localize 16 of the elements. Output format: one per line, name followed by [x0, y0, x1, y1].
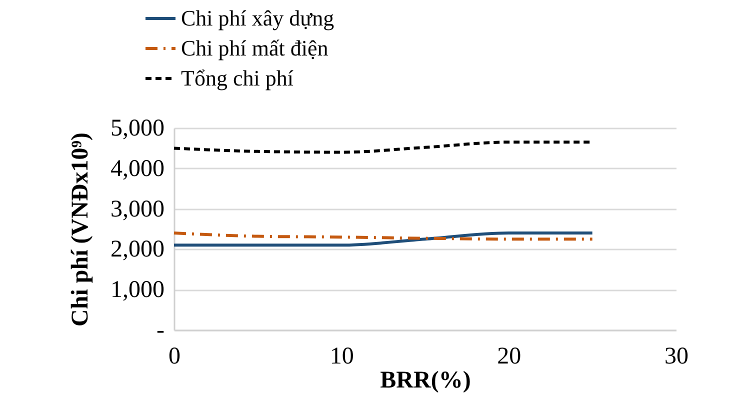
- legend-label: Tổng chi phí: [181, 66, 294, 90]
- y-axis-title: Chi phí (VNĐx10⁹): [68, 132, 94, 326]
- x-axis-title: BRR(%): [380, 368, 471, 394]
- y-tick-label: 2,000: [110, 236, 164, 263]
- legend-label: Chi phí xây dựng: [181, 6, 334, 30]
- x-tick-label: 20: [497, 344, 522, 370]
- line-series: [172, 232, 594, 241]
- y-tick-label: -: [156, 318, 164, 344]
- x-tick-label: 0: [168, 344, 180, 370]
- x-tick-label: 30: [664, 344, 688, 370]
- y-tick-label: 4,000: [110, 156, 164, 182]
- y-tick-label: 3,000: [110, 196, 164, 222]
- x-tick-label: 10: [330, 344, 354, 370]
- y-tick-label: 5,000: [110, 116, 164, 142]
- legend-label: Chi phí mất điện: [181, 36, 328, 60]
- y-tick-label: 1,000: [110, 277, 164, 304]
